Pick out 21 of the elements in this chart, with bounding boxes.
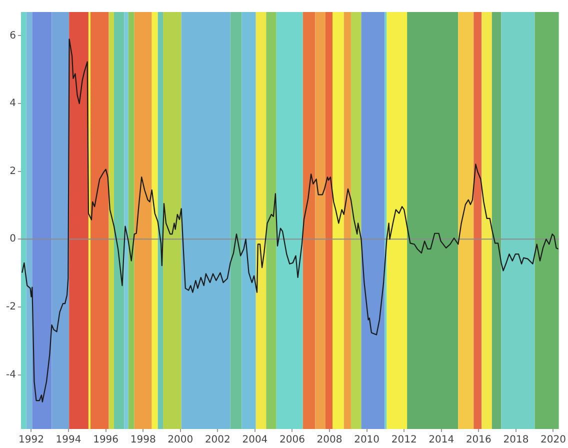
x-tick-label: 2000 [168, 434, 194, 446]
x-tick-label: 1994 [56, 434, 82, 446]
x-tick-label: 1998 [130, 434, 156, 446]
x-tick-label: 2018 [503, 434, 529, 446]
x-tick-label: 2012 [391, 434, 417, 446]
x-tick-label: 2020 [540, 434, 566, 446]
x-tick-label: 2014 [428, 434, 454, 446]
y-tick-label: -2 [6, 302, 16, 313]
y-tick-label: -4 [6, 369, 16, 380]
x-tick-label: 2008 [316, 434, 342, 446]
x-tick-label: 1992 [18, 434, 44, 446]
y-tick-label: 2 [10, 166, 16, 177]
y-tick-label: 0 [10, 234, 16, 245]
x-tick-label: 2002 [204, 434, 230, 446]
x-tick-label: 2006 [280, 434, 305, 446]
x-tick-label: 2016 [466, 434, 492, 446]
x-tick-label: 1996 [93, 434, 119, 446]
x-tick-label: 2004 [242, 434, 268, 446]
x-tick-label: 2010 [354, 434, 380, 446]
y-tick-label: 6 [10, 30, 16, 42]
y-tick-label: 4 [10, 98, 16, 110]
